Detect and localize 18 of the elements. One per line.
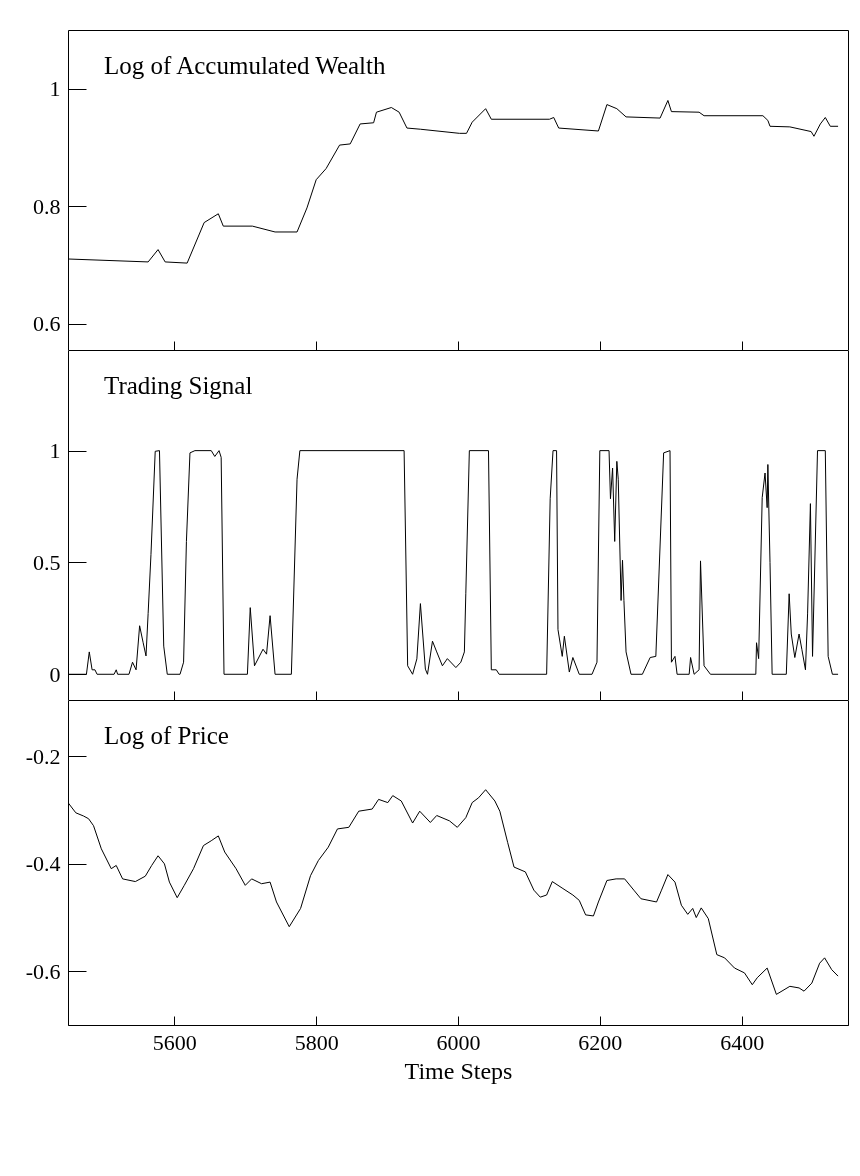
y-tick-label: -0.4 (25, 851, 61, 877)
x-tick-label: 5600 (152, 1029, 197, 1055)
y-tick-label: 1 (49, 76, 61, 102)
x-tick-label: 6000 (436, 1029, 481, 1055)
x-tick-label: 5800 (294, 1029, 339, 1055)
y-tick-label: 0.5 (33, 549, 61, 575)
y-tick-label: 0.6 (33, 311, 61, 337)
y-tick-label: 0 (49, 661, 61, 687)
y-tick-label: -0.6 (25, 958, 61, 984)
text: Log of Price (104, 722, 229, 749)
y-tick-label: 0.8 (33, 193, 61, 219)
y-tick-label: -0.2 (25, 743, 61, 769)
x-axis-title: Time Steps (404, 1057, 513, 1084)
text: Log of Accumulated Wealth (104, 52, 386, 79)
y-tick-label: 1 (49, 438, 61, 464)
x-tick-label: 6200 (578, 1029, 623, 1055)
x-tick-label: 6400 (720, 1029, 765, 1055)
text: Trading Signal (104, 372, 253, 399)
